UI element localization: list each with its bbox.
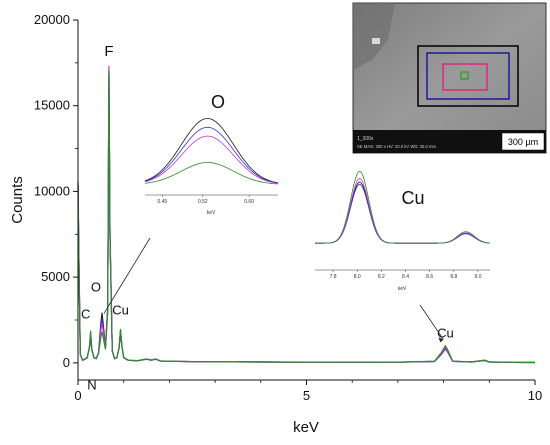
inset-o-xlabel: keV — [207, 210, 216, 216]
inset-cu-title: Cu — [401, 188, 424, 208]
inset-tick-label: 7.8 — [330, 274, 337, 280]
y-ticks: 0 5000 10000 15000 20000 — [34, 12, 78, 370]
inset-o: 0.45 0.52 0.60 keV O — [144, 92, 279, 216]
micrograph-caption-line1: 1_300x — [357, 136, 374, 142]
scale-bar-label: 300 µm — [508, 137, 538, 147]
inset-tick-label: 0.60 — [244, 199, 254, 205]
main-series-group — [77, 65, 536, 364]
micrograph-dark-region — [353, 3, 395, 70]
inset-o-series — [144, 118, 279, 185]
inset-cu-background — [313, 160, 491, 290]
inset-tick-label: 8.0 — [354, 274, 361, 280]
analysis-region-blue — [426, 52, 510, 100]
scale-bar-box — [501, 132, 545, 151]
y-tick-label: 0 — [63, 355, 70, 370]
inset-cu-xlabel: keV — [398, 286, 407, 292]
y-tick-label: 10000 — [34, 183, 70, 198]
y-tick-label: 20000 — [34, 12, 70, 27]
inset-o-ticks: 0.45 0.52 0.60 — [157, 195, 254, 205]
callout-lines — [103, 237, 444, 343]
inset-series-line-4 — [315, 170, 491, 244]
y-tick-label: 5000 — [41, 269, 70, 284]
x-tick-label: 10 — [528, 388, 542, 403]
micrograph-caption-bar — [353, 130, 546, 153]
inset-series-line-2 — [144, 126, 279, 184]
inset-cu-series — [315, 170, 491, 244]
micrograph-particle — [372, 38, 380, 44]
analysis-region-outer — [417, 45, 519, 107]
micrograph-caption-line2: SE MAG: 300 x HV: 20.0 kV WD: 25.0 mm — [357, 144, 436, 149]
inset-cu: 7.8 8.0 8.2 8.4 8.6 8.8 9.0 keV Cu — [313, 160, 491, 292]
peak-label-c: C — [81, 306, 90, 321]
x-ticks: 0 5 10 — [74, 380, 542, 403]
inset-tick-label: 0.45 — [157, 199, 167, 205]
inset-o-title: O — [211, 92, 225, 112]
x-axis-title: keV — [293, 419, 319, 436]
inset-o-background — [145, 120, 278, 207]
callout-cu-arrow — [438, 337, 444, 343]
inset-tick-label: 8.4 — [402, 274, 409, 280]
inset-tick-label: 8.2 — [378, 274, 385, 280]
analysis-region-green — [460, 71, 469, 80]
y-tick-label: 15000 — [34, 98, 70, 113]
inset-series-line-4 — [144, 162, 279, 185]
inset-series-line-1 — [144, 118, 279, 184]
x-tick-label: 5 — [303, 388, 310, 403]
analysis-region-magenta — [442, 63, 488, 91]
spectrum-series-line-4 — [77, 70, 536, 364]
sem-micrograph: 1_300x SE MAG: 300 x HV: 20.0 kV WD: 25.… — [352, 2, 547, 154]
peak-label-n: N — [87, 377, 96, 392]
callout-o — [103, 237, 151, 314]
peak-label-cu: Cu — [112, 303, 129, 318]
inset-cu-ticks: 7.8 8.0 8.2 8.4 8.6 8.8 9.0 — [330, 270, 482, 280]
y-axis-title: Counts — [9, 176, 26, 224]
callout-cu — [419, 304, 444, 340]
inset-series-line-3 — [144, 135, 279, 184]
inset-tick-label: 8.8 — [450, 274, 457, 280]
peak-label-o: O — [91, 279, 101, 294]
peak-label-f: F — [104, 43, 113, 60]
inset-tick-label: 0.52 — [198, 199, 208, 205]
inset-tick-label: 9.0 — [474, 274, 481, 280]
x-tick-label: 0 — [74, 388, 81, 403]
inset-tick-label: 8.6 — [426, 274, 433, 280]
